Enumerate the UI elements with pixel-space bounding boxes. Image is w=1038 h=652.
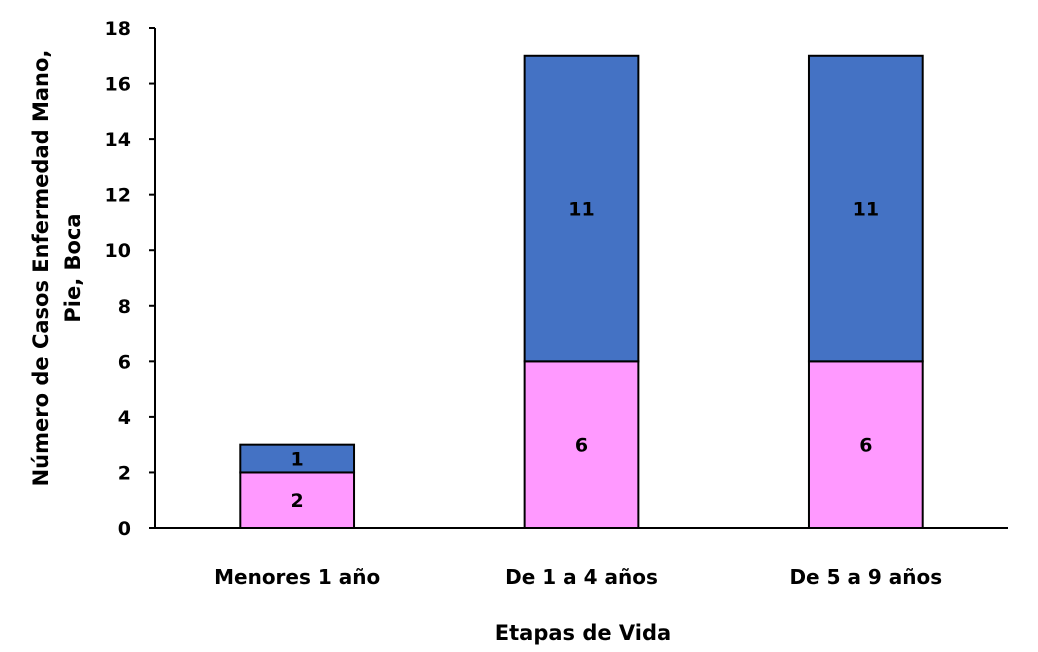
axes-layer: [149, 27, 1008, 529]
y-tick-label: 6: [118, 351, 131, 373]
y-tick-label: 0: [118, 518, 131, 540]
bars-layer: [239, 54, 924, 530]
labels-layer: 2 1 Menores 1 año 6 11 De 1 a 4 años 6 11 De 5 a…: [105, 18, 943, 589]
x-tick-label: De 1 a 4 años: [505, 565, 658, 589]
data-label: 2: [291, 490, 304, 512]
bar-segment: [807, 54, 924, 363]
data-label: 11: [853, 199, 879, 221]
bar-segment: [239, 471, 356, 530]
y-tick-label: 16: [105, 74, 131, 96]
data-label: 11: [568, 199, 594, 221]
x-axis-title: Etapas de Vida: [495, 621, 671, 645]
data-label: 6: [859, 435, 872, 457]
y-axis-title-line-1: Número de Casos Enfermedad Mano,: [29, 50, 53, 487]
y-axis-title-line-2: Pie, Boca: [61, 213, 85, 322]
y-tick-label: 8: [118, 296, 131, 318]
data-label: 6: [575, 435, 588, 457]
y-tick-label: 4: [118, 407, 131, 429]
y-axis-title: Número de Casos Enfermedad Mano, Pie, Bo…: [29, 50, 85, 487]
x-tick-label: Menores 1 año: [214, 565, 380, 589]
bar-segment: [523, 54, 640, 363]
y-tick-label: 12: [105, 185, 131, 207]
y-tick-label: 10: [105, 240, 131, 262]
y-tick-label: 14: [105, 129, 131, 151]
bar-segment: [239, 443, 356, 474]
y-tick-label: 18: [105, 18, 131, 40]
data-label: 1: [291, 449, 304, 471]
x-tick-label: De 5 a 9 años: [789, 565, 942, 589]
y-tick-label: 2: [118, 462, 131, 484]
